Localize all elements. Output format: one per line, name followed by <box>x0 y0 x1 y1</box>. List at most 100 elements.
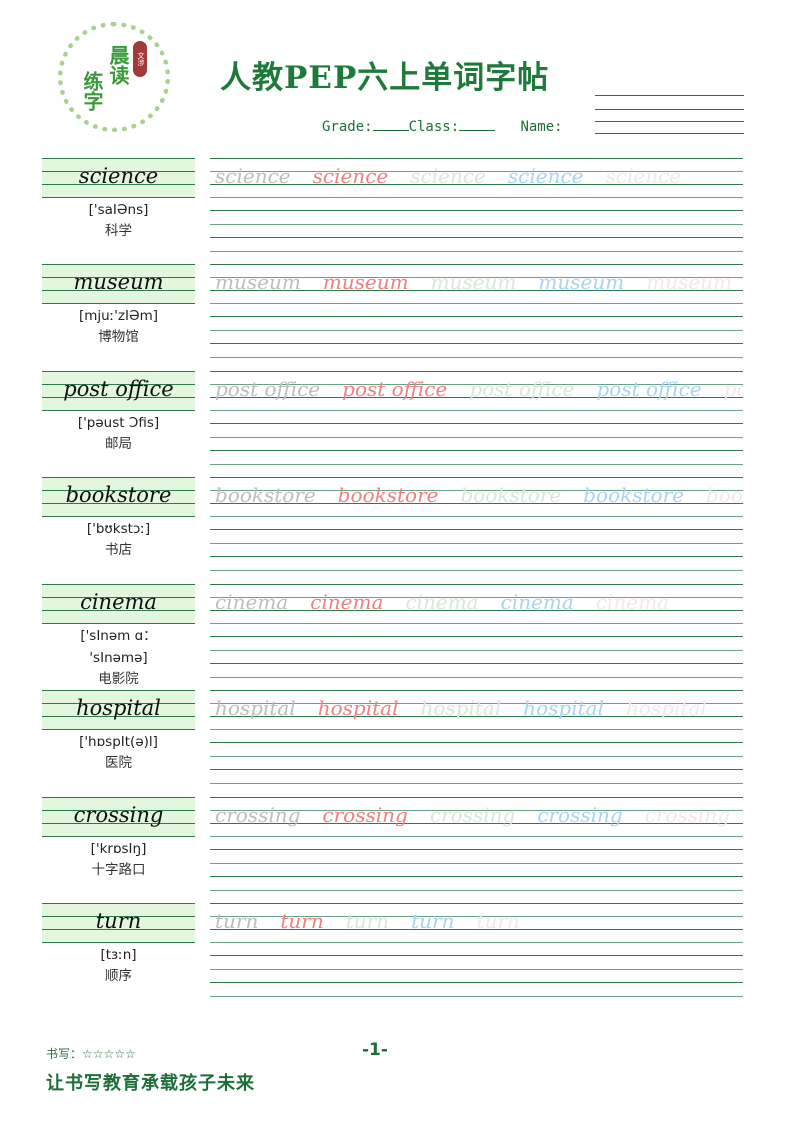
guide-line <box>42 797 195 798</box>
tracing-row[interactable]: science science science science science <box>215 158 743 197</box>
practice-line <box>210 490 743 491</box>
page-number: -1- <box>362 1040 388 1060</box>
practice-line <box>210 356 743 358</box>
word-box <box>42 264 195 303</box>
practice-line <box>210 995 743 997</box>
guide-line <box>42 716 195 717</box>
guide-line <box>42 477 195 478</box>
guide-line <box>42 916 195 917</box>
tracing-word: hospital <box>523 696 604 720</box>
phonetic: ['bʊkstɔː] <box>86 521 151 537</box>
word-box <box>42 584 195 623</box>
word: turn <box>95 909 142 933</box>
practice-line <box>210 264 743 265</box>
tracing-row[interactable]: hospital hospital hospital hospital hospital <box>215 690 743 729</box>
guide-line <box>42 703 195 704</box>
practice-line <box>210 450 743 452</box>
practice-line <box>210 903 743 904</box>
tracing-word: crossing <box>644 803 731 827</box>
word-block: hospital ['hɒspIt(ə)l] 医院 hospital hospital h… <box>0 690 793 796</box>
practice-line <box>210 569 743 571</box>
word-block: museum [mjuː'zIƏm] 博物馆 museum museum museum mu… <box>0 264 793 370</box>
practice-line <box>210 397 743 398</box>
practice-line <box>210 436 743 438</box>
tracing-word: cinema <box>405 590 479 614</box>
phonetic: [tɜːn] <box>100 947 137 963</box>
word-block: science ['saIƏns] 科学 science science science s… <box>0 158 793 264</box>
tracing-word: cinema <box>310 590 384 614</box>
practice-line <box>210 968 743 970</box>
rating: 书写：☆☆☆☆☆ <box>46 1047 136 1061</box>
practice-line <box>210 836 743 837</box>
guide-line <box>42 397 195 398</box>
class-blank[interactable] <box>459 118 496 131</box>
practice-line <box>210 955 743 957</box>
tracing-word: post office <box>215 377 321 401</box>
name-line <box>595 121 744 122</box>
word-box <box>42 903 195 942</box>
tracing-word: bookstore <box>583 483 684 507</box>
practice-line <box>210 316 743 318</box>
grade-blank[interactable] <box>372 118 409 131</box>
chinese-meaning: 十字路口 <box>91 862 146 878</box>
logo-seal: 文涉 <box>133 41 147 77</box>
logo-text-1: 晨读 <box>106 45 130 85</box>
practice-line <box>210 716 743 717</box>
tracing-word: turn <box>345 909 390 933</box>
practice-line <box>210 463 743 465</box>
guide-line <box>42 303 195 304</box>
word-box <box>42 371 195 410</box>
tracing-word: bookstore <box>215 483 316 507</box>
practice-line <box>210 410 743 411</box>
practice-line <box>210 371 743 372</box>
chinese-meaning: 书店 <box>105 542 132 558</box>
logo-text-2: 练字 <box>80 71 104 111</box>
tracing-word: science <box>312 164 389 188</box>
tracing-row[interactable]: bookstore bookstore bookstore bookstore book… <box>215 477 743 516</box>
chinese-meaning: 博物馆 <box>98 329 139 345</box>
practice-line <box>210 516 743 517</box>
tracing-row[interactable]: museum museum museum museum museum <box>215 264 743 303</box>
tracing-row[interactable]: turn turn turn turn turn <box>215 903 743 942</box>
tracing-word: turn <box>215 909 259 933</box>
tracing-row[interactable]: crossing crossing crossing crossing crossing <box>215 797 743 836</box>
tracing-word: cinema <box>595 590 670 614</box>
word-block: crossing ['krɒsIŋ] 十字路口 crossing crossing cro… <box>0 797 793 903</box>
practice-line <box>210 649 743 651</box>
class-label: Class: <box>408 119 460 135</box>
practice-line <box>210 171 743 172</box>
tracing-word: science <box>215 164 291 188</box>
practice-line <box>210 223 743 225</box>
tracing-word: post office <box>342 377 448 401</box>
practice-line <box>210 703 743 704</box>
guide-line <box>42 503 195 504</box>
tracing-word: museum <box>430 270 517 294</box>
guide-line <box>42 171 195 172</box>
tracing-row[interactable]: cinema cinema cinema cinema cinema <box>215 584 743 623</box>
guide-line <box>42 384 195 385</box>
tracing-row[interactable]: post office post office post office post of… <box>215 371 743 410</box>
practice-line <box>210 862 743 864</box>
word-box <box>42 797 195 836</box>
guide-line <box>42 184 195 185</box>
practice-line <box>210 277 743 278</box>
phonetic: 'sInəmə] <box>89 650 148 666</box>
logo: 晨读 练字 文涉 <box>58 22 170 132</box>
guide-line <box>42 264 195 265</box>
practice-line <box>210 663 743 665</box>
slogan: 让书写教育承载孩子未来 <box>46 1073 255 1094</box>
guide-line <box>42 690 195 691</box>
name-line <box>595 109 744 110</box>
tracing-word: post office <box>723 377 743 401</box>
phonetic: ['pəust Ɔfis] <box>77 415 160 431</box>
page-title: 人教PEP六上单词字帖 <box>220 60 550 96</box>
chinese-meaning: 顺序 <box>105 968 132 984</box>
practice-line <box>210 384 743 385</box>
practice-line <box>210 542 743 544</box>
phonetic: ['saIƏns] <box>88 202 149 218</box>
practice-line <box>210 742 743 744</box>
tracing-word: museum <box>538 270 625 294</box>
practice-line <box>210 556 743 558</box>
guide-line <box>42 810 195 811</box>
